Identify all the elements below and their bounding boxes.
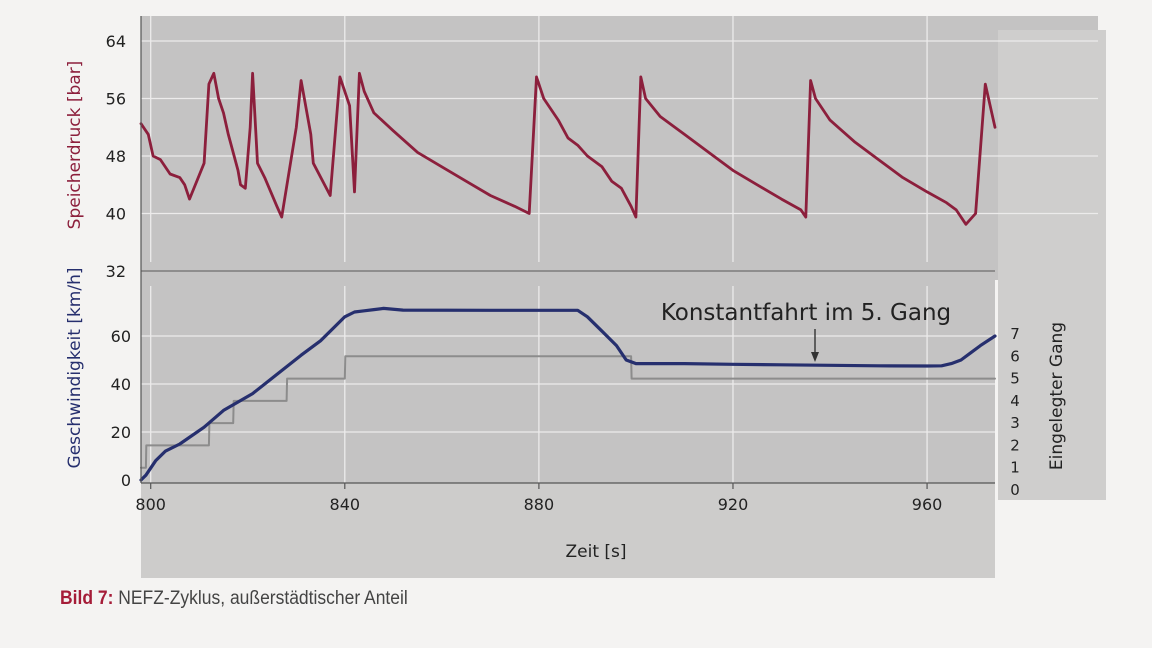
x-tick-label: 960 <box>912 495 943 514</box>
lower-y-tick-label: 60 <box>111 327 131 346</box>
pressure-line <box>139 71 997 226</box>
gear-tick-label: 1 <box>1010 459 1020 477</box>
x-axis-panel-bg <box>141 483 995 578</box>
gear-tick-label: 3 <box>1010 414 1020 432</box>
speed-line <box>139 306 997 482</box>
speed-series <box>139 306 997 482</box>
x-tick-label: 920 <box>718 495 749 514</box>
x-tick-label: 880 <box>524 495 555 514</box>
upper-y-tick-label: 32 <box>106 262 126 281</box>
gear-tick-label: 4 <box>1010 392 1020 410</box>
lower-y-axis-title: Geschwindigkeit [km/h] <box>65 268 85 469</box>
lower-y-tick-label: 0 <box>121 471 131 490</box>
figure-caption: Bild 7: NEFZ-Zyklus, außerstädtischer An… <box>60 588 408 610</box>
gear-tick-label: 6 <box>1010 347 1020 365</box>
upper-panel-bg <box>141 16 1098 280</box>
upper-y-tick-label: 40 <box>106 205 126 224</box>
x-ticks: 800 840 880 920 960 <box>135 483 942 514</box>
gear-y-ticks: 7 6 5 4 3 2 1 0 <box>1010 325 1020 499</box>
gear-tick-label: 2 <box>1010 436 1020 454</box>
lower-y-tick-label: 40 <box>111 375 131 394</box>
annotation-arrow <box>811 329 819 362</box>
upper-y-ticks: 64 56 48 40 32 <box>106 32 126 281</box>
upper-y-tick-label: 48 <box>106 147 126 166</box>
annotation-text: Konstantfahrt im 5. Gang <box>661 300 951 326</box>
x-tick-label: 800 <box>135 495 166 514</box>
right-margin-bg <box>998 30 1106 500</box>
upper-y-tick-label: 64 <box>106 32 126 51</box>
lower-grid <box>141 286 995 483</box>
gear-tick-label: 5 <box>1010 370 1020 388</box>
caption-label: Bild 7: <box>60 588 114 609</box>
x-axis-title: Zeit [s] <box>565 542 626 562</box>
gear-tick-label: 7 <box>1010 325 1020 343</box>
upper-grid <box>141 16 1098 272</box>
lower-y-tick-label: 20 <box>111 423 131 442</box>
caption-text: NEFZ-Zyklus, außerstädtischer Anteil <box>118 588 408 609</box>
upper-y-axis-title: Speicherdruck [bar] <box>65 61 85 230</box>
upper-y-tick-label: 56 <box>106 90 126 109</box>
gear-tick-label: 0 <box>1010 481 1020 499</box>
lower-panel-bg <box>141 280 995 483</box>
pressure-series <box>139 71 997 226</box>
gear-axis-title: Eingelegter Gang <box>1047 322 1067 470</box>
lower-y-ticks: 60 40 20 0 <box>111 327 131 490</box>
x-tick-label: 840 <box>330 495 361 514</box>
